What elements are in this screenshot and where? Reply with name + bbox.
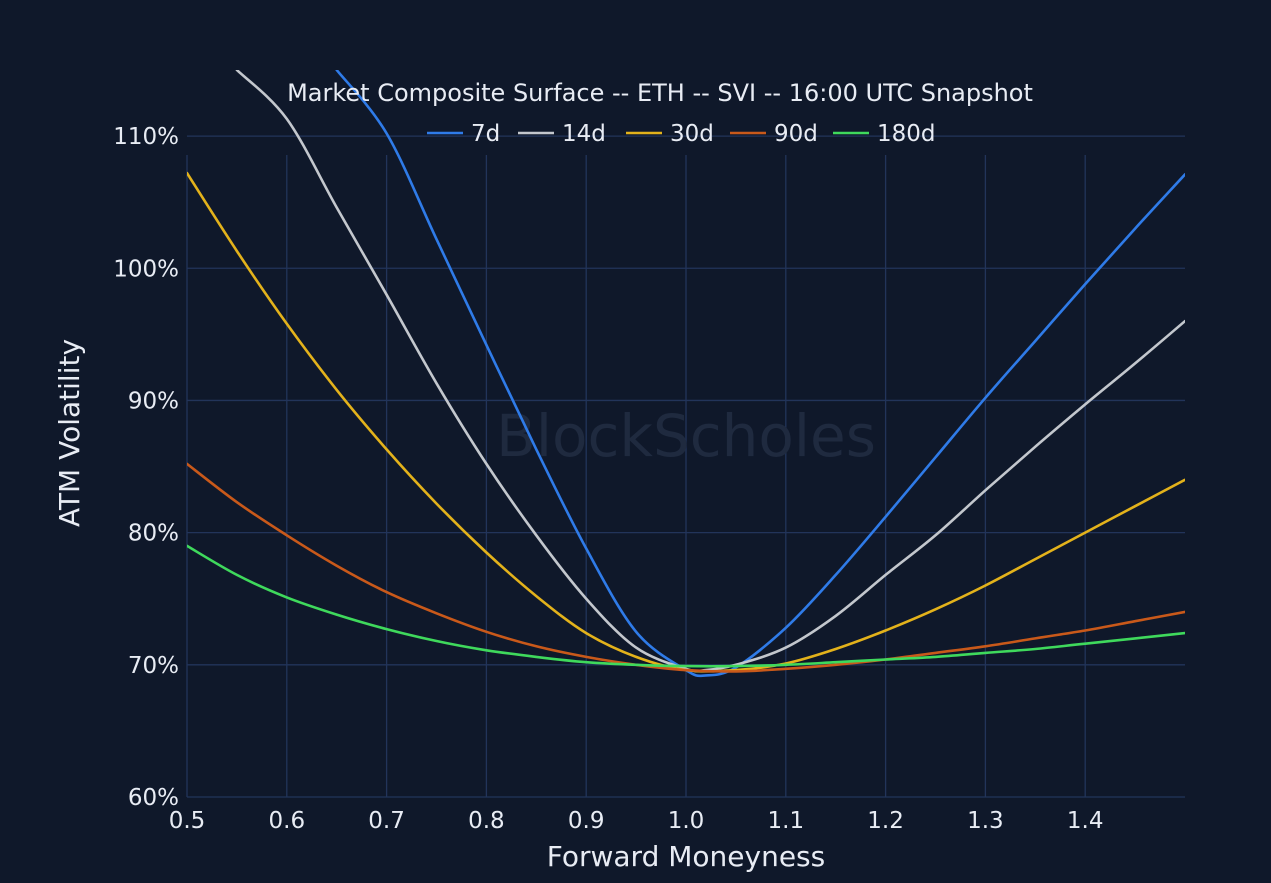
x-tick-label: 0.6: [269, 808, 306, 834]
y-tick-label: 60%: [128, 785, 179, 811]
x-tick-label: 1.2: [867, 808, 904, 834]
legend-item-7d[interactable]: 7d: [427, 121, 500, 147]
x-tick-label: 0.7: [368, 808, 405, 834]
y-tick-label: 80%: [128, 521, 179, 547]
legend-label: 90d: [774, 121, 818, 147]
legend-item-30d[interactable]: 30d: [626, 121, 714, 147]
legend-label: 14d: [562, 121, 606, 147]
legend-label: 7d: [471, 121, 500, 147]
y-tick-label: 110%: [113, 124, 179, 150]
x-tick-label: 1.1: [768, 808, 805, 834]
x-tick-label: 0.5: [169, 808, 206, 834]
legend-item-180d[interactable]: 180d: [833, 121, 936, 147]
y-axis-title: ATM Volatility: [53, 339, 86, 527]
legend[interactable]: 7d 14d 30d 90d 180d: [427, 121, 936, 147]
x-tick-label: 0.8: [468, 808, 505, 834]
legend-label: 30d: [670, 121, 714, 147]
legend-item-90d[interactable]: 90d: [730, 121, 818, 147]
y-tick-label: 70%: [128, 653, 179, 679]
grid: [186, 135, 1185, 798]
x-tick-label: 1.4: [1067, 808, 1104, 834]
x-tick-label: 1.0: [668, 808, 705, 834]
y-tick-label: 90%: [128, 388, 179, 414]
y-tick-label: 100%: [113, 256, 179, 282]
x-tick-label: 1.3: [967, 808, 1004, 834]
x-tick-label: 0.9: [568, 808, 605, 834]
chart-title: Market Composite Surface -- ETH -- SVI -…: [287, 79, 1033, 107]
legend-item-14d[interactable]: 14d: [518, 121, 606, 147]
series-line-7d[interactable]: [335, 70, 1185, 678]
series-line-180d[interactable]: [187, 544, 1185, 668]
watermark: BlockScholes: [496, 402, 876, 470]
x-axis-title: Forward Moneyness: [547, 840, 825, 873]
series-line-90d[interactable]: [187, 462, 1185, 673]
legend-label: 180d: [877, 121, 936, 147]
series-group: [187, 70, 1185, 678]
axes: 0.5 0.6 0.7 0.8 0.9 1.0 1.1 1.2 1.3 1.4 60% 70% 80% 9…: [113, 124, 1103, 834]
